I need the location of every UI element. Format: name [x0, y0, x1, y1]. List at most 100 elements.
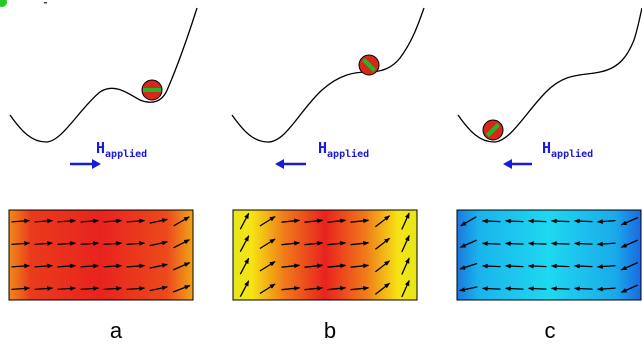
spin-arrow [126, 263, 146, 269]
spin-arrow [304, 241, 324, 246]
spin-arrow [149, 285, 168, 292]
spin-arrow [80, 218, 100, 224]
spin-arrow [259, 238, 276, 250]
spin-arrow [11, 218, 31, 224]
panel-a: Happlied a [8, 7, 198, 343]
spin-arrow [259, 283, 276, 295]
spin-arrow [374, 237, 391, 250]
spin-arrow [304, 263, 324, 269]
magnet-c [456, 209, 642, 301]
spin-arrow [57, 286, 77, 291]
spin-arrow [550, 241, 570, 246]
spin-arrow [481, 286, 501, 291]
spin-arrow [173, 216, 190, 227]
spin-arrow [11, 286, 31, 291]
spin-arrow [620, 239, 638, 248]
spin-arrow [596, 286, 616, 292]
spin-arrow [80, 241, 100, 246]
spin-arrow [327, 286, 347, 291]
spin-arrow [596, 241, 616, 247]
energy-curve-c [457, 7, 642, 143]
spin-arrow [527, 241, 547, 246]
spin-arrow [401, 212, 410, 230]
panel-label-c: c [545, 318, 556, 343]
applied-field-arrow-b [275, 159, 306, 169]
spin-arrow [281, 241, 301, 246]
spin-arrow [103, 286, 123, 291]
spin-arrow [126, 241, 146, 246]
corner-dash [44, 2, 47, 4]
energy-curve-a [9, 7, 198, 143]
spin-arrow [103, 263, 123, 269]
spin-arrow [459, 262, 478, 270]
magnetization-ball-b [358, 54, 380, 76]
spin-arrows-a [11, 216, 191, 293]
spin-arrow [481, 263, 501, 269]
field-label-b: Happlied [318, 139, 369, 160]
spin-arrow [481, 218, 501, 224]
spin-arrow [11, 263, 31, 269]
spin-arrow [173, 262, 191, 271]
spin-arrow [350, 263, 370, 269]
field-label-a: Happlied [96, 139, 147, 160]
magnetization-ball-a [141, 79, 163, 101]
spin-arrow [259, 215, 276, 227]
spin-arrow [103, 241, 123, 246]
spin-arrow [239, 280, 250, 298]
spin-arrow [149, 263, 168, 269]
magnet-a [8, 209, 194, 301]
spin-arrow [401, 234, 410, 253]
spin-arrow [34, 218, 54, 224]
applied-field-arrow-a [70, 159, 101, 169]
spin-arrow [173, 239, 191, 249]
spin-arrows-c [459, 216, 638, 293]
spin-arrow [374, 260, 391, 273]
panel-b: Happlied b [231, 7, 425, 343]
spin-arrow [460, 216, 477, 227]
spin-arrow [550, 218, 570, 224]
spin-arrow [620, 262, 638, 271]
spin-arrow [57, 218, 77, 224]
spin-arrow [281, 218, 301, 224]
spin-arrow [350, 286, 370, 291]
magnetization-ball-c [482, 119, 504, 141]
spin-arrow [504, 263, 524, 269]
panel-label-a: a [110, 318, 123, 343]
applied-field-arrow-c [503, 159, 532, 169]
spin-arrow [620, 284, 638, 293]
spin-arrow [459, 239, 477, 248]
spin-arrow [239, 257, 250, 275]
spin-arrow [350, 218, 370, 224]
spin-arrow [11, 241, 31, 246]
spin-arrow [596, 219, 616, 224]
spin-arrow [149, 218, 168, 224]
spin-arrow [596, 264, 616, 269]
spin-arrow [34, 286, 54, 291]
spin-arrow [259, 260, 276, 272]
spin-arrow [327, 263, 347, 269]
spin-arrow [573, 286, 593, 291]
spin-arrow [304, 218, 324, 224]
spin-arrow [239, 212, 250, 230]
spin-arrow [350, 241, 370, 246]
field-label-c: Happlied [542, 139, 593, 160]
spin-arrow [57, 241, 77, 246]
spin-arrow [126, 218, 146, 224]
panel-label-b: b [324, 318, 336, 343]
spin-arrow [327, 218, 347, 224]
spin-arrow [374, 282, 391, 295]
energy-curve-b [231, 7, 425, 143]
spin-arrow [504, 286, 524, 291]
spin-arrow [573, 218, 593, 224]
spin-arrow [281, 286, 301, 291]
spin-arrow [401, 257, 410, 275]
spin-arrow [126, 286, 146, 291]
spin-arrow [620, 217, 638, 226]
spin-arrow [239, 235, 250, 253]
spin-arrow [172, 284, 191, 293]
spin-arrow [149, 240, 168, 247]
spin-arrow [573, 263, 593, 269]
spin-arrow [304, 286, 324, 291]
spin-arrow [80, 286, 100, 291]
